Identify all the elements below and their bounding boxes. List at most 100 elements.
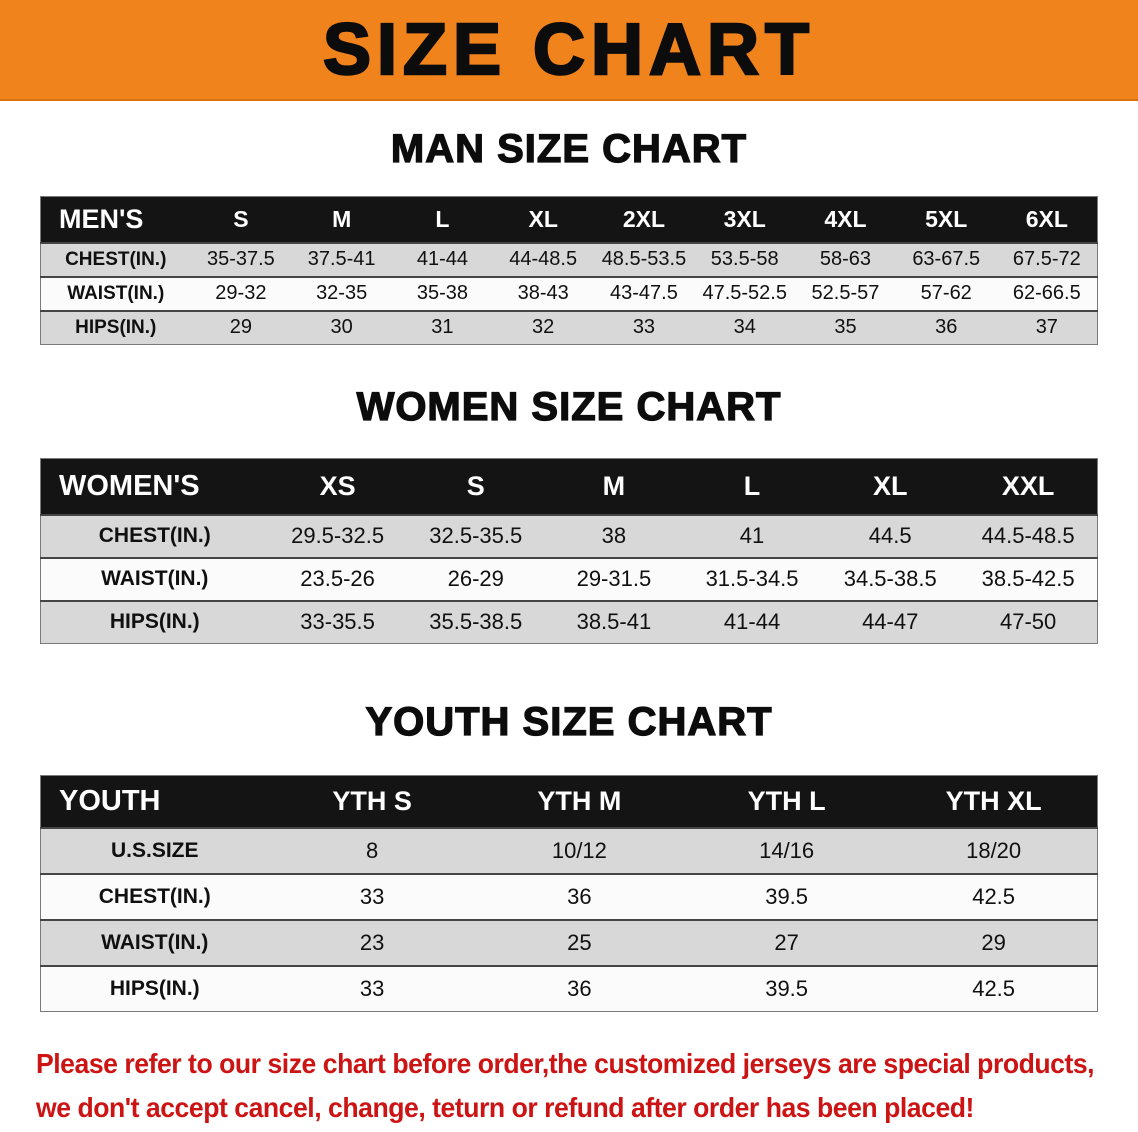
size-column-header: YTH S: [268, 775, 476, 828]
measurement-row: WAIST(IN.) 29-32 32-35 35-38 38-43 43-47.5 47.…: [40, 276, 1098, 311]
size-value-cell: 36: [567, 883, 592, 909]
table-corner-label: WOMEN'S: [40, 458, 269, 515]
row-label: WAIST(IN.): [101, 567, 209, 590]
mens-size-table: MEN'S S M L XL 2XL 3XL 4XL 5XL 6XL CHEST(IN.) 35-37…: [40, 196, 1098, 345]
row-label: U.S.SIZE: [110, 838, 199, 862]
table-corner-label: YOUTH: [40, 775, 269, 828]
row-label: WAIST(IN.): [101, 930, 209, 954]
disclaimer-line-1: Please refer to our size chart before or…: [36, 1048, 1095, 1079]
size-value-cell: 44-48.5: [509, 248, 578, 270]
row-label: WAIST(IN.): [67, 282, 165, 304]
size-chart-body: MAN SIZE CHART MEN'S S M L XL 2XL 3XL 4XL 5XL 6XL…: [0, 126, 1138, 1130]
size-value-cell: 35-38: [416, 282, 468, 304]
measurement-row: CHEST(IN.) 33 36 39.5 42.5: [40, 873, 1098, 920]
size-value-cell: 32.5-35.5: [429, 523, 523, 548]
size-value-cell: 25: [567, 929, 592, 955]
size-value-cell: 8: [366, 837, 379, 863]
row-label: HIPS(IN.): [109, 610, 200, 634]
womens-size-table-container: WOMEN'S XS S M L XL XXL CHEST(IN.) 29.5-32.5 32.5…: [0, 458, 1138, 644]
womens-size-table: WOMEN'S XS S M L XL XXL CHEST(IN.) 29.5-32.5 32.5…: [40, 458, 1098, 644]
mens-size-table-container: MEN'S S M L XL 2XL 3XL 4XL 5XL 6XL CHEST(IN.) 35-37…: [0, 196, 1138, 345]
youth-size-table-container: YOUTH YTH S YTH M YTH L YTH XL U.S.SIZE 8 10/12…: [0, 775, 1138, 1012]
size-value-cell: 35: [834, 316, 857, 339]
size-column-header: L: [392, 196, 493, 243]
size-value-cell: 38.5-42.5: [981, 566, 1075, 591]
size-column-header: 4XL: [795, 196, 896, 243]
size-value-cell: 44-47: [862, 609, 919, 635]
size-value-cell: 44.5: [868, 523, 912, 548]
youth-size-chart-heading: YOUTH SIZE CHART: [365, 699, 773, 744]
size-column-header: 2XL: [593, 196, 695, 243]
size-value-cell: 33: [359, 975, 385, 1001]
size-column-header: YTH M: [475, 775, 683, 828]
size-value-cell: 63-67.5: [912, 248, 981, 270]
size-value-cell: 37: [1035, 316, 1058, 339]
size-column-header: M: [544, 458, 683, 515]
size-column-header: XL: [821, 458, 960, 515]
size-column-header: 3XL: [694, 196, 796, 243]
size-value-cell: 14/16: [759, 837, 815, 863]
measurement-row: HIPS(IN.) 33-35.5 35.5-38.5 38.5-41 41-44 44-…: [40, 600, 1098, 644]
size-value-cell: 35-37.5: [206, 248, 275, 270]
size-value-cell: 36: [567, 975, 592, 1001]
size-value-cell: 42.5: [972, 975, 1016, 1001]
size-column-header: XXL: [959, 458, 1098, 515]
man-size-chart-heading: MAN SIZE CHART: [390, 126, 748, 171]
size-value-cell: 44.5-48.5: [981, 523, 1075, 548]
measurement-row: HIPS(IN.) 33 36 39.5 42.5: [40, 965, 1098, 1012]
table-header-row: MEN'S S M L XL 2XL 3XL 4XL 5XL 6XL: [40, 196, 1098, 243]
size-value-cell: 52.5-57: [811, 282, 880, 304]
table-corner-label: MEN'S: [40, 196, 191, 243]
size-value-cell: 33: [632, 316, 656, 339]
size-column-header: YTH L: [683, 775, 891, 828]
size-value-cell: 58-63: [819, 248, 872, 270]
size-value-cell: 33: [359, 883, 385, 909]
size-value-cell: 43-47.5: [610, 282, 678, 304]
size-value-cell: 10/12: [551, 837, 607, 863]
size-value-cell: 41: [739, 523, 765, 548]
size-column-header: YTH XL: [890, 775, 1098, 828]
size-value-cell: 32: [532, 316, 555, 339]
size-value-cell: 38.5-41: [576, 609, 652, 635]
size-column-header: M: [291, 196, 393, 243]
size-value-cell: 29: [229, 316, 252, 339]
disclaimer-line-2: we don't accept cancel, change, teturn o…: [36, 1092, 974, 1123]
measurement-row: WAIST(IN.) 23.5-26 26-29 29-31.5 31.5-34.5 34…: [40, 557, 1098, 601]
size-value-cell: 48.5-53.5: [601, 248, 687, 270]
size-value-cell: 35.5-38.5: [429, 609, 523, 635]
size-column-header: S: [190, 196, 292, 243]
size-value-cell: 33-35.5: [300, 609, 375, 635]
size-value-cell: 29: [981, 929, 1006, 955]
table-header-row: WOMEN'S XS S M L XL XXL: [40, 458, 1098, 515]
size-value-cell: 41-44: [416, 248, 468, 270]
size-value-cell: 39.5: [765, 975, 809, 1001]
size-value-cell: 18/20: [966, 837, 1022, 863]
size-value-cell: 31.5-34.5: [705, 566, 799, 591]
size-value-cell: 67.5-72: [1012, 248, 1081, 270]
size-value-cell: 26-29: [447, 566, 504, 591]
measurement-row: CHEST(IN.) 29.5-32.5 32.5-35.5 38 41 44.5 44.5…: [40, 514, 1098, 558]
size-column-header: XS: [268, 458, 407, 515]
size-value-cell: 62-66.5: [1012, 282, 1081, 304]
size-value-cell: 29.5-32.5: [291, 523, 385, 548]
measurement-row: HIPS(IN.) 29 30 31 32 33 34 35 36 37: [40, 310, 1098, 345]
page-title: SIZE CHART: [322, 8, 815, 91]
women-size-chart-heading: WOMEN SIZE CHART: [356, 384, 782, 429]
size-value-cell: 34.5-38.5: [843, 566, 937, 591]
size-value-cell: 47-50: [1000, 609, 1057, 635]
size-value-cell: 23.5-26: [300, 566, 375, 591]
size-column-header: 5XL: [895, 196, 997, 243]
table-header-row: YOUTH YTH S YTH M YTH L YTH XL: [40, 775, 1098, 828]
size-column-header: XL: [492, 196, 594, 243]
size-value-cell: 47.5-52.5: [702, 282, 787, 304]
size-chart-banner: SIZE CHART: [0, 0, 1138, 101]
size-value-cell: 38: [601, 523, 627, 548]
size-value-cell: 27: [774, 929, 799, 955]
row-label: CHEST(IN.): [98, 884, 211, 908]
measurement-row: U.S.SIZE 8 10/12 14/16 18/20: [40, 827, 1098, 874]
size-value-cell: 57-62: [920, 282, 972, 304]
size-value-cell: 29-32: [215, 282, 267, 304]
size-value-cell: 30: [330, 316, 353, 339]
order-disclaimer: Please refer to our size chart before or…: [36, 1042, 1138, 1130]
size-column-header: L: [682, 458, 822, 515]
